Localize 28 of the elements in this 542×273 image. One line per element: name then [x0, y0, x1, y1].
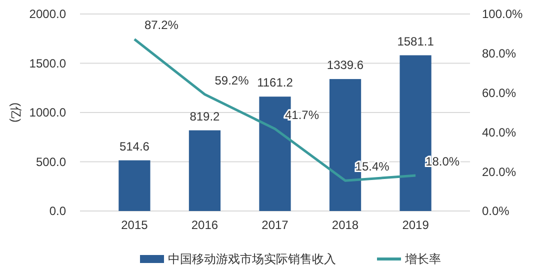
y2-tick-label: 40.0% [482, 125, 516, 140]
data-label: 514.6 [119, 139, 150, 154]
y2-tick-label: 100.0% [482, 7, 524, 22]
y-tick-label: 1500.0 [29, 56, 66, 70]
legend-label: 中国移动游戏市场实际销售收入 [168, 252, 336, 266]
x-tick-label: 2019 [402, 218, 430, 232]
y2-tick-label: 20.0% [482, 164, 516, 179]
data-label: 87.2% [144, 18, 179, 32]
x-tick-label: 2016 [191, 218, 218, 232]
legend-label: 增长率 [404, 252, 441, 266]
y-axis-title: (亿) [9, 102, 23, 122]
data-label: 1339.6 [326, 58, 364, 72]
data-label: 819.2 [190, 109, 220, 124]
bar [188, 130, 221, 211]
y-tick-label: 500.0 [36, 154, 66, 169]
y-tick-label: 2000.0 [29, 7, 66, 22]
bar [118, 160, 150, 211]
y2-tick-label: 60.0% [482, 86, 516, 100]
data-label: 1581.1 [397, 34, 434, 48]
y2-tick-label: 80.0% [482, 46, 516, 61]
x-tick-label: 2015 [121, 218, 148, 232]
y-tick-label: 1000.0 [29, 106, 66, 120]
x-tick-label: 2017 [262, 218, 289, 232]
x-tick-label: 2018 [332, 218, 359, 232]
y-tick-label: 0.0 [49, 204, 66, 218]
data-label: 1161.2 [257, 76, 294, 90]
y2-tick-label: 0.0% [482, 204, 510, 218]
data-label: 59.2% [214, 73, 250, 88]
